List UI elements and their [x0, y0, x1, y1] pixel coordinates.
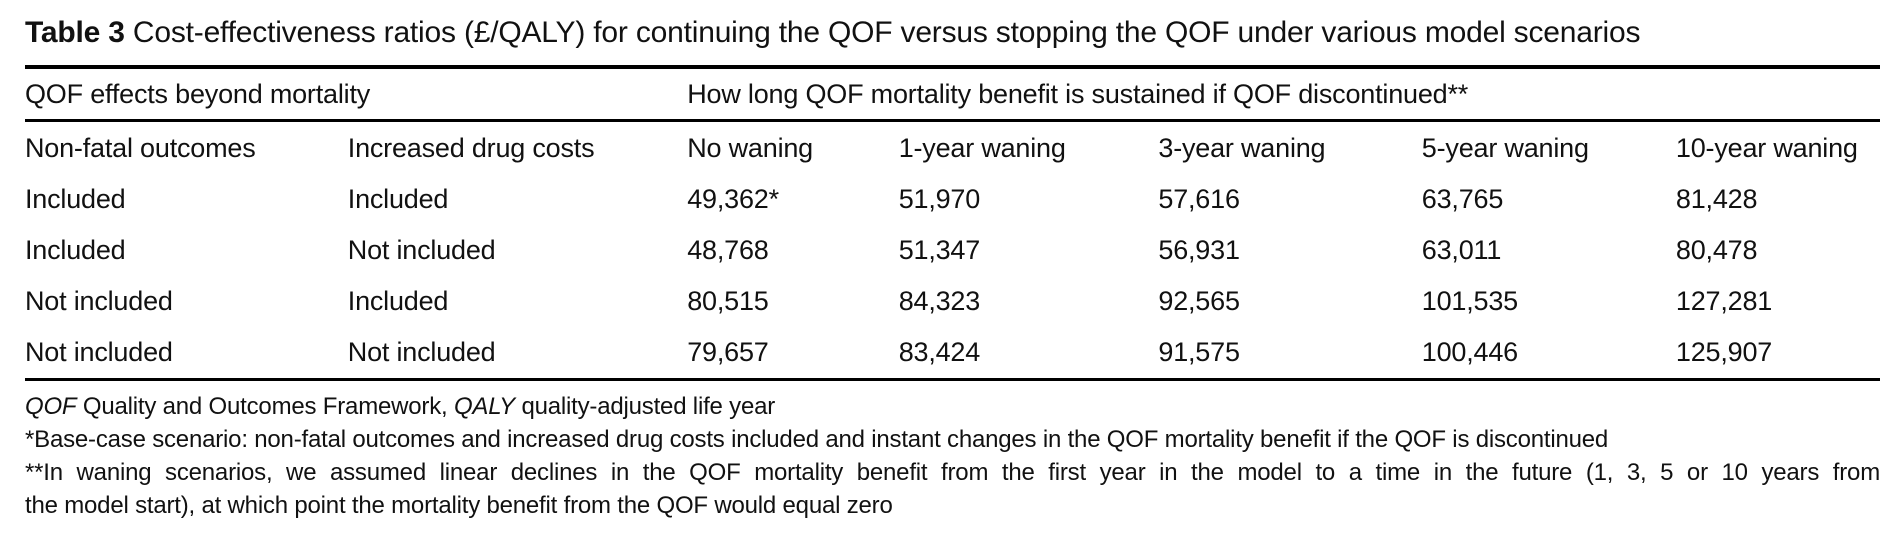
cell-value: 83,424 — [898, 337, 981, 367]
column-header-no-waning: No waning — [687, 132, 813, 163]
table-caption: Table 3 Cost-effectiveness ratios (£/QAL… — [25, 14, 1880, 52]
abbrev-term-qof: QOF — [25, 393, 77, 420]
table-row: Included Included 49,362* 51,970 57,616 … — [25, 174, 1880, 225]
footnote-abbreviations: QOF Quality and Outcomes Framework, QALY… — [25, 390, 1880, 423]
cell-value: 84,323 — [898, 286, 981, 316]
cell-value: 57,616 — [1158, 184, 1240, 214]
column-header-row: Non-fatal outcomes Increased drug costs … — [25, 121, 1880, 175]
column-header-increased-drug-costs: Increased drug costs — [347, 132, 595, 163]
cell-non-fatal: Not included — [25, 337, 173, 367]
cell-value: 51,347 — [898, 235, 981, 265]
column-header-5-year-waning: 5-year waning — [1421, 132, 1589, 163]
footnote-base-case: *Base-case scenario: non-fatal outcomes … — [25, 426, 1609, 453]
cell-drug-costs: Not included — [347, 235, 496, 265]
cell-value: 49,362* — [687, 184, 779, 214]
cell-value: 80,515 — [687, 286, 769, 316]
cell-non-fatal: Included — [25, 235, 126, 265]
cell-value: 92,565 — [1158, 286, 1240, 316]
table-footnotes: QOF Quality and Outcomes Framework, QALY… — [25, 381, 1880, 522]
group-header-waning: How long QOF mortality benefit is sustai… — [687, 67, 1880, 122]
results-table: QOF effects beyond mortality How long QO… — [25, 65, 1880, 381]
group-header-qof-effects: QOF effects beyond mortality — [25, 67, 688, 122]
cell-value: 125,907 — [1675, 337, 1773, 367]
column-header-10-year-waning: 10-year waning — [1675, 132, 1858, 163]
column-header-3-year-waning: 3-year waning — [1158, 132, 1326, 163]
cell-value: 63,011 — [1421, 235, 1502, 265]
footnote-waning-line-1: **In waning scenarios, we assumed linear… — [25, 459, 1880, 486]
cell-non-fatal: Included — [25, 184, 126, 214]
cell-drug-costs: Included — [347, 286, 449, 316]
cell-value: 91,575 — [1158, 337, 1240, 367]
column-header-1-year-waning: 1-year waning — [898, 132, 1066, 163]
footnote-waning-line-2: the model start), at which point the mor… — [25, 492, 893, 519]
column-header-non-fatal-outcomes: Non-fatal outcomes — [25, 132, 256, 163]
cell-value: 48,768 — [687, 235, 769, 265]
cell-value: 56,931 — [1158, 235, 1240, 265]
cell-drug-costs: Not included — [347, 337, 496, 367]
cell-non-fatal: Not included — [25, 286, 173, 316]
table-row: Not included Not included 79,657 83,424 … — [25, 327, 1880, 380]
table-caption-title: Cost-effectiveness ratios (£/QALY) for c… — [132, 16, 1641, 49]
cell-value: 127,281 — [1675, 286, 1773, 316]
table-row: Not included Included 80,515 84,323 92,5… — [25, 276, 1880, 327]
group-header-row: QOF effects beyond mortality How long QO… — [25, 67, 1880, 122]
cell-drug-costs: Included — [347, 184, 449, 214]
cell-value: 51,970 — [898, 184, 981, 214]
abbrev-def-qof: Quality and Outcomes Framework, — [82, 393, 448, 420]
table-caption-label: Table 3 — [25, 16, 125, 49]
cell-value: 101,535 — [1421, 286, 1518, 316]
cell-value: 79,657 — [687, 337, 769, 367]
abbrev-def-qaly: quality-adjusted life year — [521, 393, 776, 420]
cell-value: 80,478 — [1675, 235, 1758, 265]
table-row: Included Not included 48,768 51,347 56,9… — [25, 225, 1880, 276]
cell-value: 100,446 — [1421, 337, 1518, 367]
abbrev-term-qaly: QALY — [453, 393, 515, 420]
cell-value: 63,765 — [1421, 184, 1504, 214]
cell-value: 81,428 — [1675, 184, 1758, 214]
